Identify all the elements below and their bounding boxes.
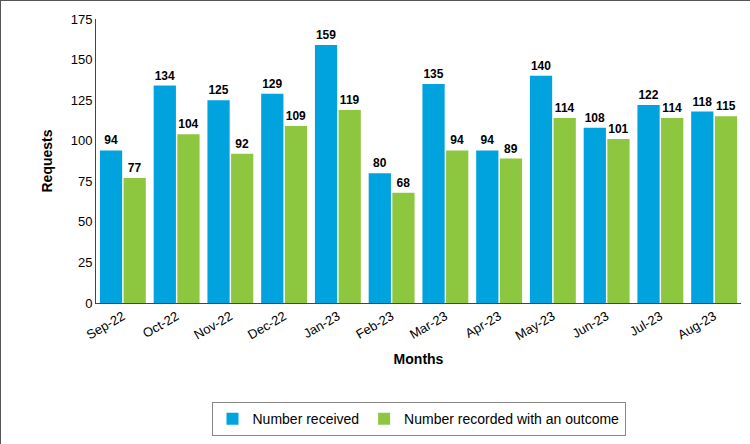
svg-text:Sep-22: Sep-22 bbox=[84, 308, 128, 342]
svg-text:118: 118 bbox=[692, 95, 712, 109]
svg-text:Number recorded with an outcom: Number recorded with an outcome bbox=[404, 411, 619, 427]
svg-text:75: 75 bbox=[78, 174, 92, 189]
svg-text:0: 0 bbox=[85, 296, 92, 311]
svg-text:135: 135 bbox=[423, 67, 443, 81]
svg-text:77: 77 bbox=[128, 161, 142, 175]
svg-text:175: 175 bbox=[71, 12, 93, 27]
svg-text:Requests: Requests bbox=[39, 129, 55, 192]
svg-text:Jun-23: Jun-23 bbox=[569, 308, 611, 341]
svg-text:May-23: May-23 bbox=[513, 308, 558, 343]
svg-text:68: 68 bbox=[397, 176, 411, 190]
svg-text:Aug-23: Aug-23 bbox=[675, 308, 719, 342]
svg-text:Jan-23: Jan-23 bbox=[301, 308, 343, 341]
svg-text:108: 108 bbox=[585, 111, 605, 125]
svg-text:125: 125 bbox=[71, 93, 93, 108]
svg-text:122: 122 bbox=[638, 88, 658, 102]
svg-text:Mar-23: Mar-23 bbox=[407, 308, 450, 342]
svg-text:Oct-22: Oct-22 bbox=[140, 308, 181, 340]
svg-text:Months: Months bbox=[394, 351, 444, 367]
svg-text:150: 150 bbox=[71, 52, 93, 67]
svg-text:115: 115 bbox=[716, 99, 736, 113]
svg-text:80: 80 bbox=[373, 156, 387, 170]
svg-text:94: 94 bbox=[450, 133, 464, 147]
svg-text:Feb-23: Feb-23 bbox=[353, 308, 396, 342]
svg-text:119: 119 bbox=[340, 93, 360, 107]
svg-text:Jul-23: Jul-23 bbox=[627, 308, 665, 339]
svg-text:25: 25 bbox=[78, 255, 92, 270]
svg-text:104: 104 bbox=[178, 117, 198, 131]
svg-text:129: 129 bbox=[262, 77, 282, 91]
svg-text:114: 114 bbox=[555, 101, 575, 115]
svg-text:94: 94 bbox=[104, 133, 118, 147]
svg-text:92: 92 bbox=[235, 137, 249, 151]
svg-text:50: 50 bbox=[78, 214, 92, 229]
svg-text:100: 100 bbox=[71, 133, 93, 148]
svg-text:94: 94 bbox=[480, 133, 494, 147]
svg-text:89: 89 bbox=[504, 142, 518, 156]
svg-text:140: 140 bbox=[531, 59, 551, 73]
svg-text:Dec-22: Dec-22 bbox=[245, 308, 289, 342]
svg-text:101: 101 bbox=[608, 122, 628, 136]
svg-text:Number received: Number received bbox=[253, 411, 360, 427]
svg-text:134: 134 bbox=[155, 69, 175, 83]
svg-text:125: 125 bbox=[208, 83, 228, 97]
svg-text:159: 159 bbox=[316, 28, 336, 42]
svg-text:Nov-22: Nov-22 bbox=[191, 308, 235, 342]
svg-text:114: 114 bbox=[662, 101, 682, 115]
svg-text:109: 109 bbox=[286, 109, 306, 123]
svg-text:Apr-23: Apr-23 bbox=[463, 308, 504, 341]
